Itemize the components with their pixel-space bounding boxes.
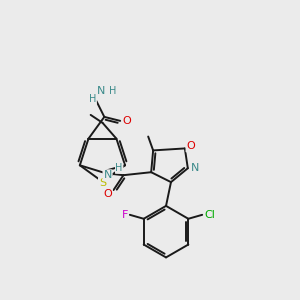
Text: H: H: [89, 94, 96, 104]
Text: O: O: [123, 116, 131, 126]
Text: H: H: [109, 86, 117, 96]
Text: O: O: [186, 141, 195, 152]
Text: F: F: [122, 210, 128, 220]
Text: N: N: [103, 170, 112, 180]
Text: O: O: [103, 189, 112, 199]
Text: N: N: [97, 86, 106, 96]
Text: S: S: [99, 178, 106, 188]
Text: N: N: [190, 163, 199, 173]
Text: Cl: Cl: [205, 210, 216, 220]
Text: H: H: [116, 163, 123, 173]
